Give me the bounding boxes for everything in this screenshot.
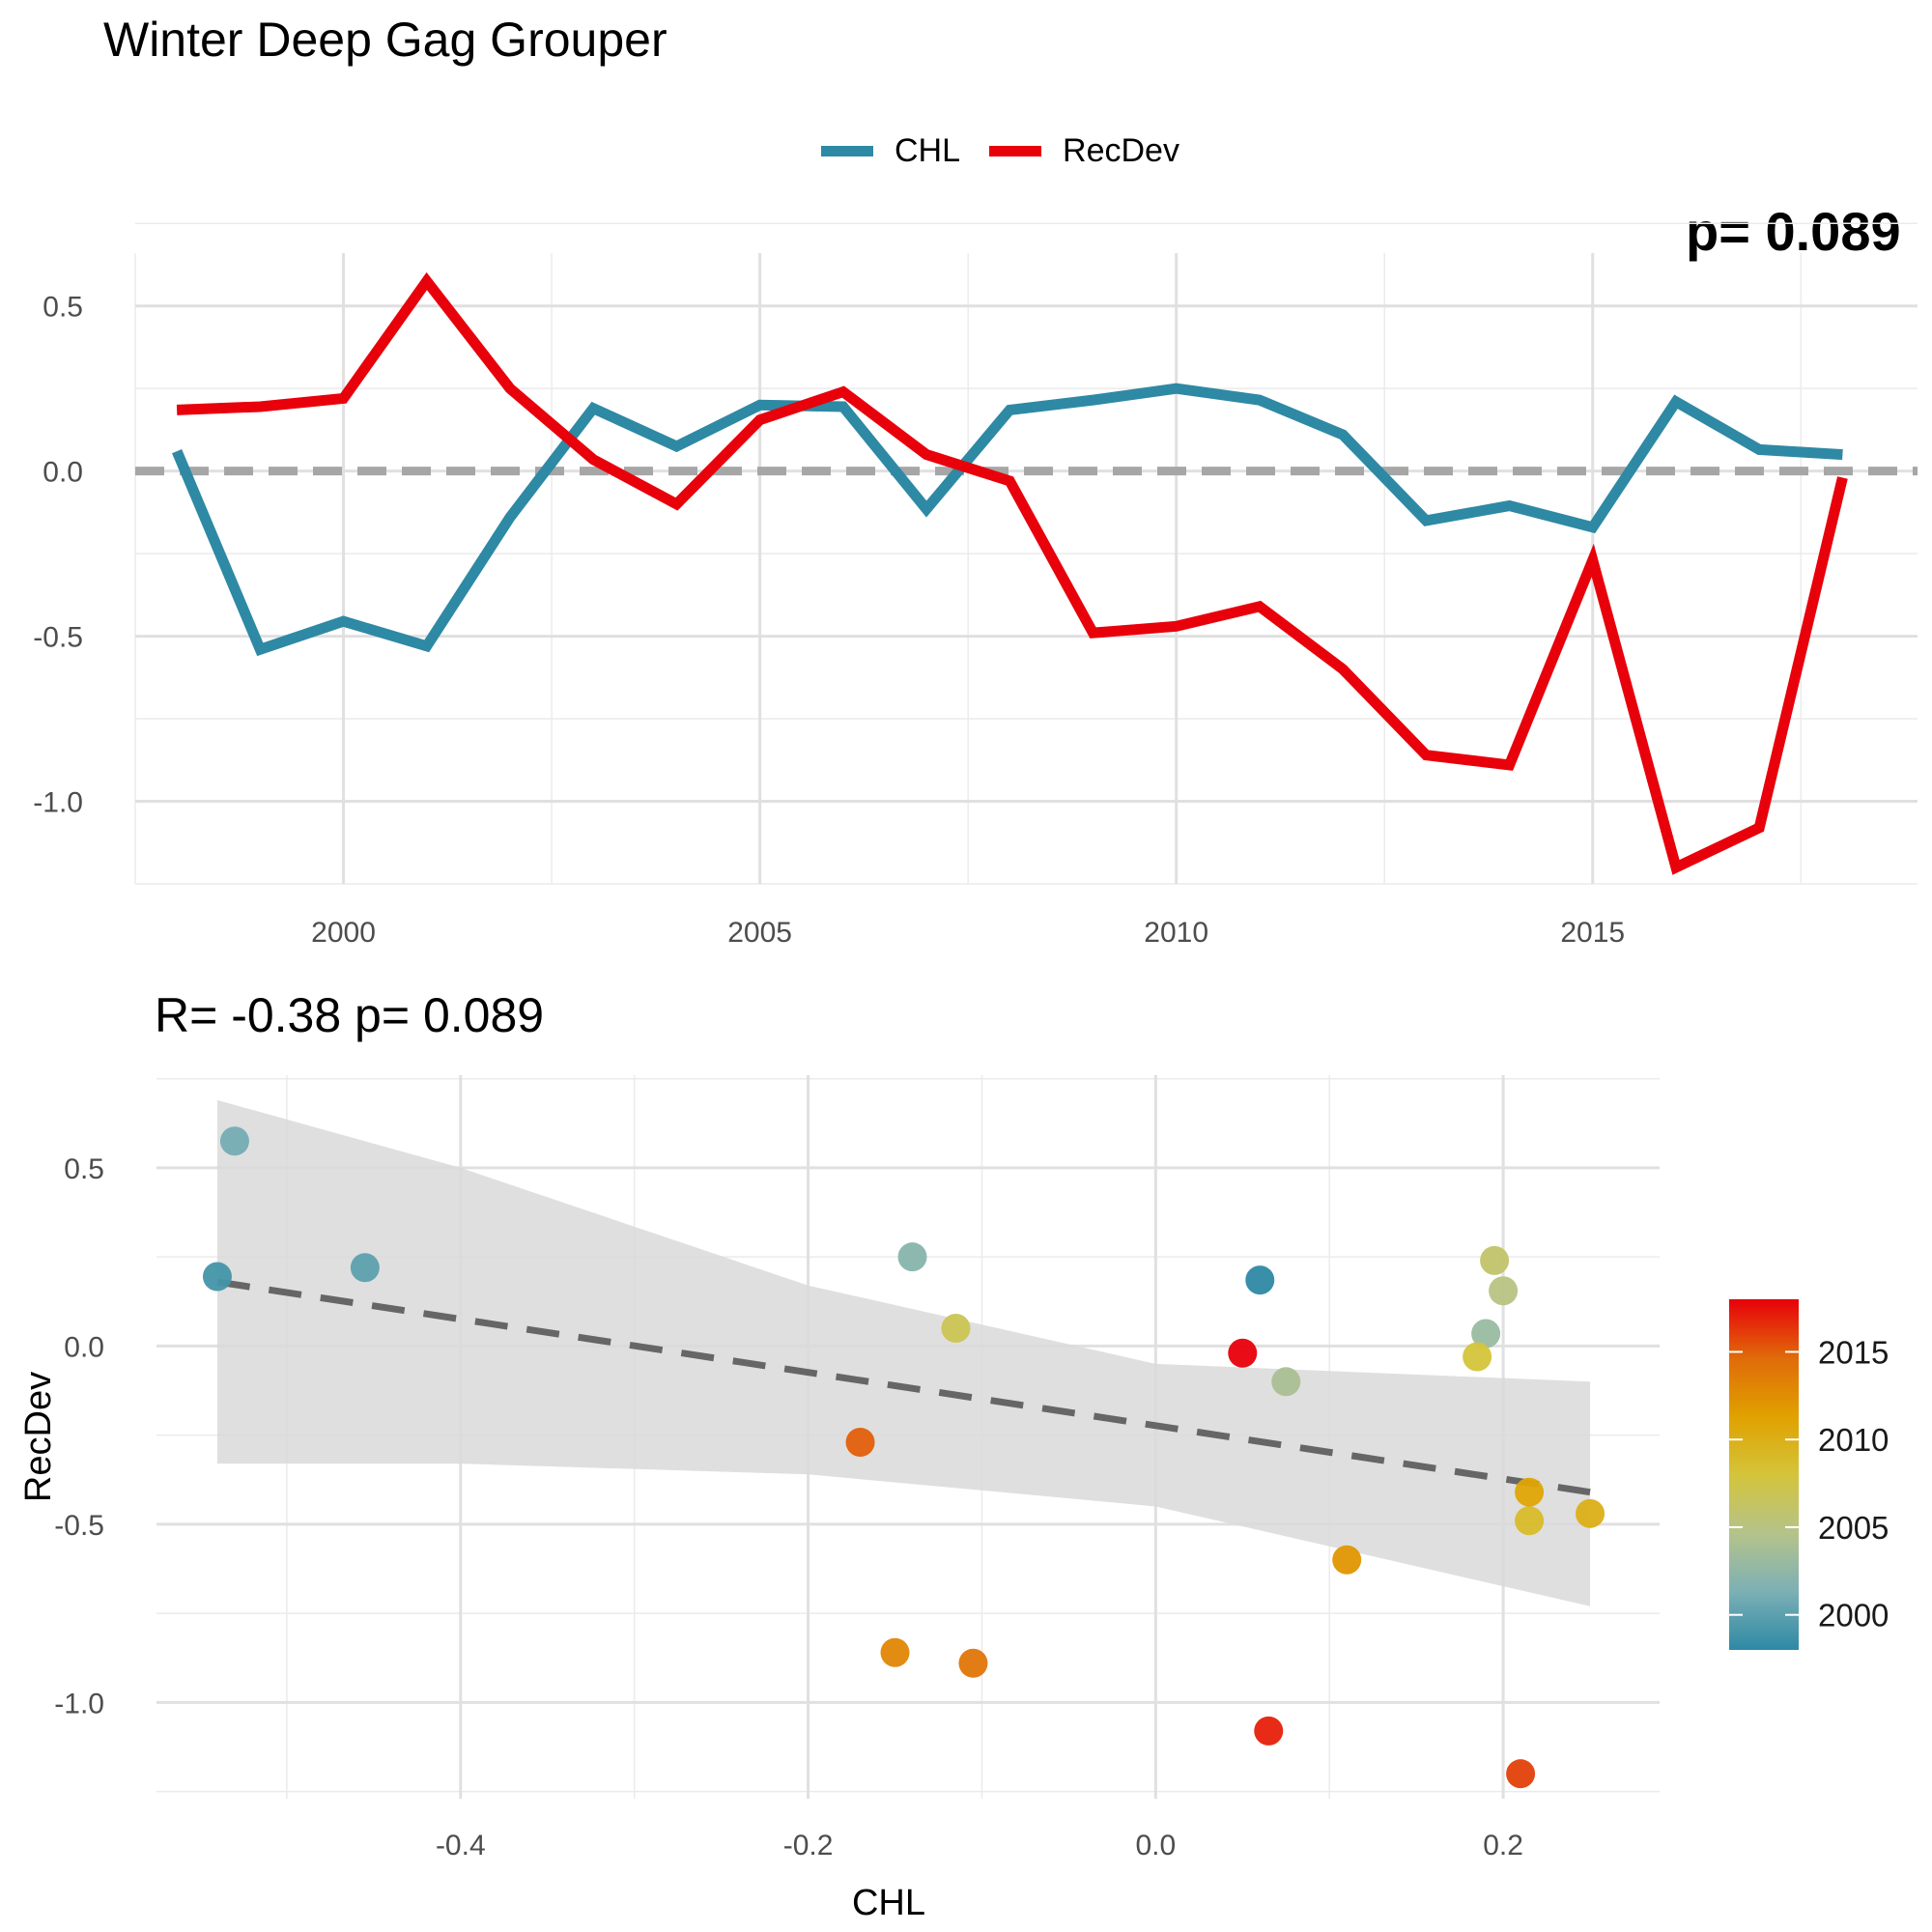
scatter-point xyxy=(1228,1338,1258,1368)
legend: CHL RecDev xyxy=(821,132,1208,170)
colorbar-label: 2010 xyxy=(1818,1422,1889,1458)
colorbar-label: 2005 xyxy=(1818,1510,1889,1546)
scatter-point xyxy=(1271,1367,1301,1397)
y-tick-label: 0.5 xyxy=(64,1153,104,1185)
confidence-ribbon xyxy=(216,1099,1591,1606)
scatter-point xyxy=(1471,1319,1501,1349)
series-line-chl xyxy=(172,383,1843,657)
chart-title: Winter Deep Gag Grouper xyxy=(103,13,668,67)
y-tick-label: -0.5 xyxy=(33,622,83,654)
scatter-point xyxy=(897,1242,927,1272)
scatter-point xyxy=(1245,1265,1275,1295)
legend-key-recdev xyxy=(989,146,1042,156)
scatter-point xyxy=(1254,1716,1284,1746)
scatter-point xyxy=(1576,1498,1605,1528)
scatter-point xyxy=(1489,1276,1519,1306)
scatter-point xyxy=(958,1648,988,1678)
legend-item-recdev: RecDev xyxy=(989,132,1179,170)
colorbar-gradient xyxy=(1729,1299,1799,1650)
legend-key-chl xyxy=(821,146,873,156)
y-tick-label: 0.0 xyxy=(43,457,83,489)
scatter-point xyxy=(941,1313,971,1343)
legend-label-recdev: RecDev xyxy=(1063,132,1179,169)
x-tick-label: 0.0 xyxy=(1135,1830,1176,1861)
x-tick-label: -0.2 xyxy=(783,1830,834,1861)
colorbar-label: 2000 xyxy=(1818,1598,1889,1634)
scatter-annotation: R= -0.38 p= 0.089 xyxy=(155,988,545,1042)
scatter-point xyxy=(1506,1759,1536,1789)
scatter-point xyxy=(845,1428,875,1458)
x-tick-label: 2005 xyxy=(727,917,792,949)
y-axis-title: RecDev xyxy=(18,1372,59,1502)
scatter-point xyxy=(1480,1245,1510,1275)
y-tick-label: -1.0 xyxy=(54,1688,104,1719)
y-tick-label: 0.5 xyxy=(43,292,83,324)
y-tick-label: 0.0 xyxy=(64,1331,104,1363)
scatter-point xyxy=(350,1253,380,1283)
x-tick-label: -0.4 xyxy=(436,1830,486,1861)
scatter-point xyxy=(1332,1545,1362,1575)
colorbar-label: 2015 xyxy=(1818,1334,1889,1370)
scatter-point xyxy=(1515,1506,1545,1536)
x-tick-label: 2000 xyxy=(311,917,376,949)
regression-line xyxy=(216,1278,1591,1496)
x-tick-label: 2010 xyxy=(1144,917,1208,949)
scatter-point xyxy=(1463,1342,1492,1372)
y-tick-label: -1.0 xyxy=(33,787,83,819)
x-tick-label: 0.2 xyxy=(1483,1830,1523,1861)
scatter-point xyxy=(202,1262,232,1292)
line-panel: 2000 2005 2010 2015 -1.0 -0.5 0.0 0.5 xyxy=(33,222,1918,949)
scatter-panel: -0.4 -0.2 0.0 0.2 -1.0 -0.5 0.0 0.5 CHL RecDev xyxy=(18,1075,1660,1923)
corner-annotation: p= 0.089 xyxy=(1686,203,1918,263)
scatter-point xyxy=(219,1126,249,1156)
y-tick-label: -0.5 xyxy=(54,1510,104,1542)
legend-label-chl: CHL xyxy=(895,132,961,169)
scatter-point xyxy=(1515,1477,1545,1507)
x-tick-label: 2015 xyxy=(1560,917,1625,949)
scatter-point xyxy=(880,1637,910,1667)
series-line-recdev xyxy=(176,271,1848,875)
legend-item-chl: CHL xyxy=(821,132,960,170)
x-axis-title: CHL xyxy=(852,1883,925,1923)
corner-annotation-text: p= 0.089 xyxy=(1686,203,1901,262)
colorbar: 2000 2005 2010 2015 xyxy=(1729,1299,1889,1650)
